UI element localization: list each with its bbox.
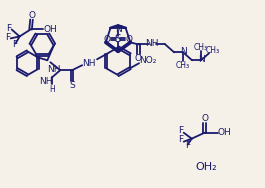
Text: OH₂: OH₂	[196, 162, 217, 172]
Text: NH: NH	[39, 77, 53, 86]
Text: CH₃: CH₃	[176, 61, 190, 70]
Text: O: O	[201, 114, 208, 123]
Text: O: O	[126, 35, 132, 44]
Text: F: F	[6, 24, 11, 33]
Text: F: F	[12, 40, 17, 49]
Text: OH: OH	[43, 25, 57, 34]
Text: S: S	[115, 34, 121, 44]
Text: CH₃: CH₃	[194, 43, 208, 52]
Text: O: O	[28, 11, 35, 20]
Text: NH: NH	[145, 39, 159, 48]
Text: N: N	[180, 47, 187, 56]
Text: N: N	[198, 55, 204, 64]
Text: NH: NH	[47, 65, 61, 74]
Text: NO₂: NO₂	[139, 56, 157, 65]
Text: F: F	[5, 33, 10, 42]
Text: F: F	[178, 135, 183, 144]
Text: OH: OH	[218, 128, 231, 137]
Text: NH: NH	[82, 59, 96, 68]
Text: H: H	[50, 85, 55, 94]
Text: CH₃: CH₃	[206, 46, 220, 55]
Text: O: O	[104, 35, 111, 44]
Text: F: F	[178, 126, 183, 135]
Text: O: O	[135, 54, 142, 63]
Text: F: F	[185, 141, 190, 150]
Text: S: S	[69, 81, 75, 89]
Text: N: N	[115, 25, 121, 34]
